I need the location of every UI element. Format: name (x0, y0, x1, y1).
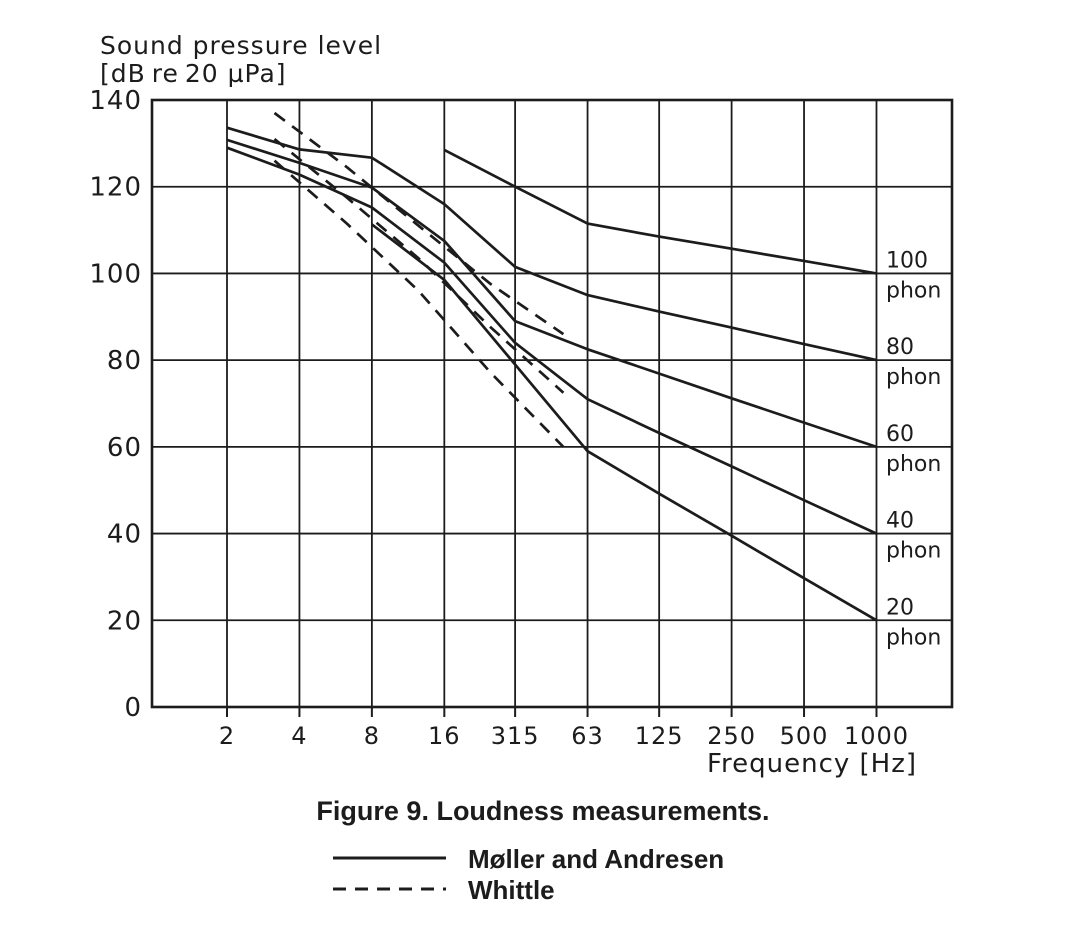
whittle-curve-dashed (273, 111, 565, 336)
phon-label-unit: phon (886, 625, 941, 650)
figure-caption: Figure 9. Loudness measurements. (316, 796, 769, 826)
phon-label-unit: phon (886, 452, 941, 477)
phon-label-unit: phon (886, 539, 941, 564)
phon-label-value: 100 (886, 248, 928, 273)
y-tick-label: 80 (107, 346, 142, 376)
x-tick-label: 16 (428, 722, 461, 750)
y-axis-tick-labels: 140 120 100 80 60 40 20 0 (89, 86, 142, 723)
curves (226, 111, 878, 622)
legend-label: Møller and Andresen (468, 844, 724, 874)
y-tick-label: 120 (89, 173, 142, 203)
whittle-curve-dashed (273, 137, 565, 394)
curve-phon-labels: 100 phon 80 phon 60 phon 40 phon 20 phon (886, 248, 941, 650)
whittle-curve-dashed (273, 159, 565, 448)
y-tick-label: 20 (107, 606, 142, 636)
x-tick-label: 8 (364, 722, 380, 750)
chart-title-line2: [dB re 20 µPa] (100, 59, 287, 88)
phon-label-unit: phon (886, 278, 941, 303)
x-tick-label: 4 (291, 722, 307, 750)
legend-label: Whittle (468, 875, 555, 905)
y-tick-label: 60 (107, 433, 142, 463)
plot-border (150, 98, 954, 709)
y-tick-label: 100 (89, 259, 142, 289)
x-tick-label: 2 (219, 722, 235, 750)
x-axis-label: Frequency [Hz] (707, 749, 917, 779)
x-tick-label: 250 (707, 722, 756, 750)
x-axis-tick-labels: 2 4 8 16 315 63 125 250 500 1000 (219, 722, 909, 750)
moller-curve-60-phon (226, 138, 877, 449)
x-tick-label: 1000 (844, 722, 909, 750)
phon-label-value: 40 (886, 509, 914, 534)
y-tick-label: 0 (124, 693, 142, 723)
moller-curve-100-phon (443, 148, 877, 275)
moller-curve-20-phon (371, 223, 878, 622)
moller-curve-80-phon (226, 126, 877, 362)
moller-curve-40-phon (226, 146, 878, 535)
x-tick-label: 315 (491, 722, 540, 750)
y-tick-label: 140 (89, 86, 142, 116)
x-tick-label: 500 (780, 722, 829, 750)
x-tick-label: 125 (635, 722, 684, 750)
grid (150, 98, 954, 717)
y-tick-label: 40 (107, 520, 142, 550)
phon-label-value: 20 (886, 595, 914, 620)
x-tick-label: 63 (571, 722, 604, 750)
chart-title-line1: Sound pressure level (100, 31, 382, 60)
phon-label-unit: phon (886, 365, 941, 390)
phon-label-value: 60 (886, 422, 914, 447)
phon-label-value: 80 (886, 335, 914, 360)
